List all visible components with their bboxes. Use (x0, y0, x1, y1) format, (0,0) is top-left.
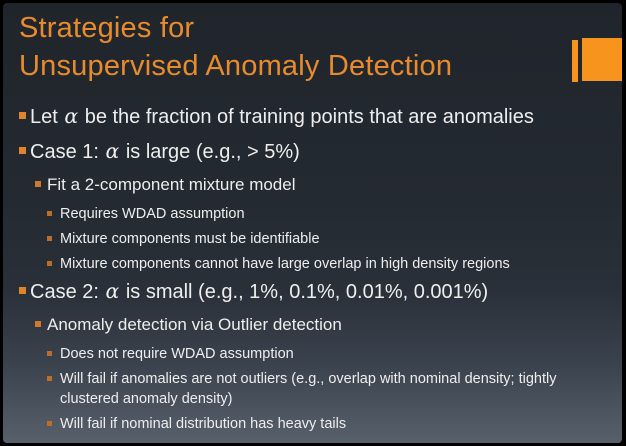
bullet-item-level2: Anomaly detection via Outlier detection (3, 314, 615, 336)
bullet-square-icon (47, 211, 52, 216)
accent-bar-icon (572, 40, 578, 82)
bullet-item-level3: Mixture components cannot have large ove… (3, 254, 615, 274)
slide-title: Strategies for Unsupervised Anomaly Dete… (19, 9, 452, 85)
slide-title-line1: Strategies for (19, 12, 195, 44)
bullet-item-level2: Fit a 2-component mixture model (3, 174, 615, 196)
bullet-square-icon (19, 112, 26, 119)
slide-title-line2: Unsupervised Anomaly Detection (19, 50, 453, 82)
bullet-text: Fit a 2-component mixture model (47, 175, 296, 194)
bullet-square-icon (35, 321, 41, 327)
bullet-text: Mixture components cannot have large ove… (60, 256, 510, 272)
bullet-text: Case 2: α is small (e.g., 1%, 0.1%, 0.01… (30, 279, 489, 303)
alpha-symbol: α (105, 279, 120, 303)
slide-canvas: Strategies for Unsupervised Anomaly Dete… (3, 3, 622, 443)
bullet-item-level3: Will fail if anomalies are not outliers … (3, 369, 615, 409)
bullet-square-icon (35, 181, 41, 187)
bullet-square-icon (19, 287, 26, 294)
bullet-item-level3: Mixture components must be identifiable (3, 229, 615, 249)
alpha-symbol: α (64, 104, 79, 128)
bullet-square-icon (47, 351, 52, 356)
bullet-text: Does not require WDAD assumption (60, 346, 294, 362)
bullet-square-icon (47, 261, 52, 266)
bullet-text: Let α be the fraction of training points… (30, 104, 534, 128)
bullet-text: Requires WDAD assumption (60, 206, 245, 222)
bullet-item-level1: Case 1: α is large (e.g., > 5%) (3, 139, 615, 165)
bullet-square-icon (47, 376, 52, 381)
bullet-square-icon (47, 236, 52, 241)
bullet-square-icon (47, 421, 52, 426)
bullet-list: Let α be the fraction of training points… (3, 104, 615, 439)
bullet-text: Anomaly detection via Outlier detection (47, 315, 342, 334)
bullet-item-level3: Does not require WDAD assumption (3, 344, 615, 364)
bullet-item-level3: Requires WDAD assumption (3, 204, 615, 224)
bullet-item-level1: Case 2: α is small (e.g., 1%, 0.1%, 0.01… (3, 279, 615, 305)
bullet-text: Will fail if anomalies are not outliers … (60, 371, 557, 407)
bullet-square-icon (19, 147, 26, 154)
alpha-symbol: α (105, 139, 120, 163)
bullet-item-level3: Will fail if nominal distribution has he… (3, 414, 615, 434)
bullet-text: Case 1: α is large (e.g., > 5%) (30, 139, 300, 163)
bullet-text: Mixture components must be identifiable (60, 231, 320, 247)
accent-square-icon (582, 38, 622, 81)
bullet-text: Will fail if nominal distribution has he… (60, 416, 347, 432)
bullet-item-level1: Let α be the fraction of training points… (3, 104, 615, 130)
